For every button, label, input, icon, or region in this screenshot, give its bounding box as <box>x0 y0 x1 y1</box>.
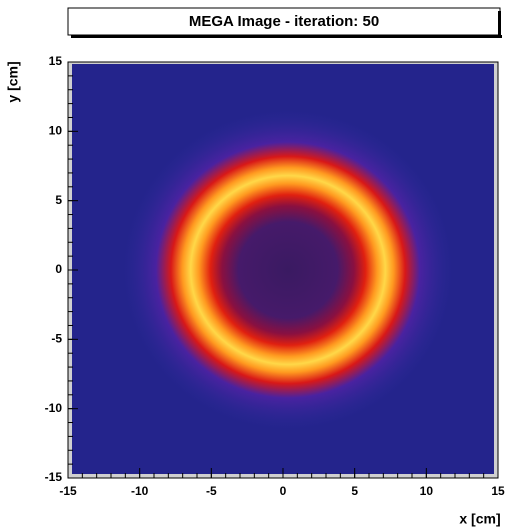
x-tick-label: 15 <box>491 484 505 498</box>
y-tick-label: 5 <box>55 193 62 207</box>
y-tick-label: -5 <box>51 332 62 346</box>
y-tick-label: 10 <box>49 124 63 138</box>
x-tick-label: 5 <box>351 484 358 498</box>
heatmap-intensity <box>123 110 453 430</box>
chart-title: MEGA Image - iteration: 50 <box>189 13 379 30</box>
y-tick-label: 15 <box>49 54 63 68</box>
title-shadow <box>498 11 501 38</box>
x-tick-label: -15 <box>59 484 77 498</box>
x-tick-label: 10 <box>420 484 434 498</box>
y-axis-label: y [cm] <box>5 61 21 102</box>
y-tick-label: -15 <box>45 470 63 484</box>
x-tick-label: 0 <box>280 484 287 498</box>
x-axis-label: x [cm] <box>459 511 500 527</box>
title-shadow <box>71 35 502 38</box>
x-tick-label: -5 <box>206 484 217 498</box>
x-tick-label: -10 <box>131 484 149 498</box>
title-box <box>67 7 501 36</box>
y-tick-label: -10 <box>45 401 63 415</box>
y-tick-label: 0 <box>55 262 62 276</box>
